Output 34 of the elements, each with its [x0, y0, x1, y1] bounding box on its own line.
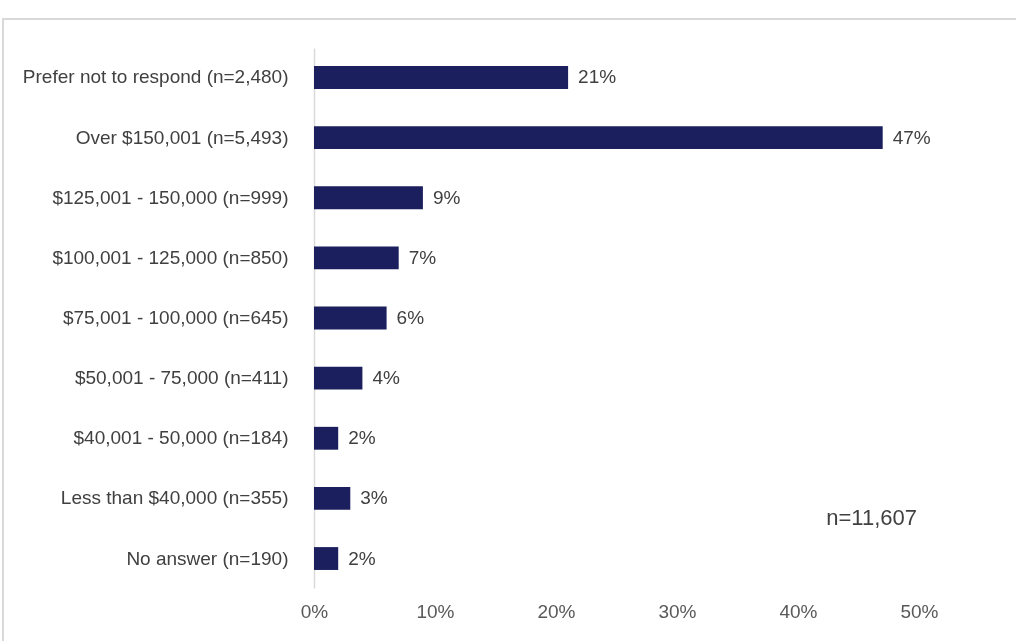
bar [314, 426, 339, 450]
bar [314, 246, 399, 270]
bar [314, 486, 351, 510]
data-label: 2% [348, 427, 376, 449]
y-tick-label: Less than $40,000 (n=355) [60, 487, 289, 509]
data-label: 47% [892, 126, 931, 148]
data-label: 7% [408, 246, 437, 268]
y-tick-label: No answer (n=190) [126, 547, 289, 569]
y-tick-label: $50,001 - 75,000 (n=411) [74, 367, 289, 389]
bar [314, 186, 423, 210]
data-label: 21% [578, 66, 617, 88]
bar [314, 66, 569, 89]
data-label: 2% [348, 547, 376, 569]
y-tick-label: $40,001 - 50,000 (n=184) [73, 427, 289, 449]
x-tick-label: 0% [300, 600, 329, 622]
bar [314, 366, 363, 390]
data-label: 3% [360, 487, 388, 509]
annotation: n=11,607 [826, 505, 917, 530]
data-label: 9% [432, 186, 461, 208]
bar [314, 126, 883, 150]
y-tick-label: Over $150,001 (n=5,493) [75, 126, 289, 148]
x-tick-label: 20% [537, 600, 576, 622]
x-tick-label: 40% [779, 600, 818, 622]
y-tick-label: Prefer not to respond (n=2,480) [22, 66, 289, 88]
x-tick-label: 50% [900, 600, 939, 622]
data-label: 6% [396, 307, 425, 328]
bar [314, 306, 387, 330]
x-tick-label: 10% [416, 600, 455, 622]
bar [314, 547, 339, 570]
y-tick-label: $100,001 - 125,000 (n=850) [52, 246, 289, 268]
y-tick-label: $125,001 - 150,000 (n=999) [52, 186, 289, 208]
data-label: 4% [372, 367, 400, 389]
x-tick-label: 30% [658, 600, 697, 622]
y-tick-label: $75,001 - 100,000 (n=645) [62, 307, 289, 328]
